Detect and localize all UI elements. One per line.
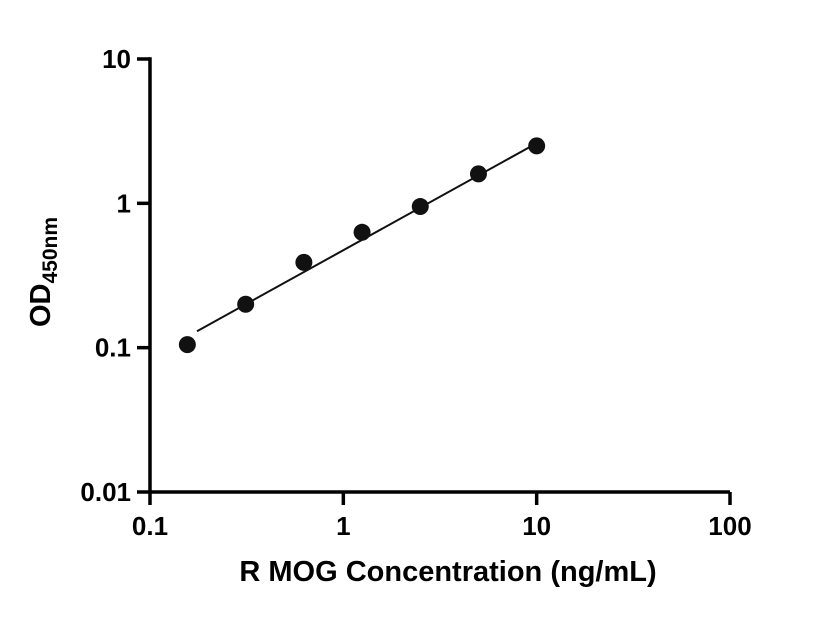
x-tick-label: 10	[522, 511, 551, 541]
x-tick-label: 0.1	[132, 511, 168, 541]
axes-spine	[148, 57, 730, 494]
y-axis-title-main: OD	[25, 284, 57, 328]
y-axis-title-subscript: 450nm	[39, 217, 62, 284]
x-tick-label: 100	[708, 511, 751, 541]
y-tick-label: 0.1	[95, 333, 131, 363]
data-point	[411, 198, 429, 216]
data-point	[353, 223, 371, 241]
y-axis-title: OD450nm	[25, 217, 62, 327]
x-axis-title: R MOG Concentration (ng/mL)	[239, 556, 656, 588]
y-tick-label: 1	[117, 188, 131, 218]
x-tick-label: 1	[336, 511, 350, 541]
data-point	[528, 137, 546, 155]
data-point	[469, 165, 487, 183]
y-tick-label: 0.01	[80, 477, 131, 507]
data-point	[295, 253, 313, 271]
data-point	[178, 336, 196, 354]
data-point	[237, 295, 255, 313]
y-tick-label: 10	[102, 44, 131, 74]
